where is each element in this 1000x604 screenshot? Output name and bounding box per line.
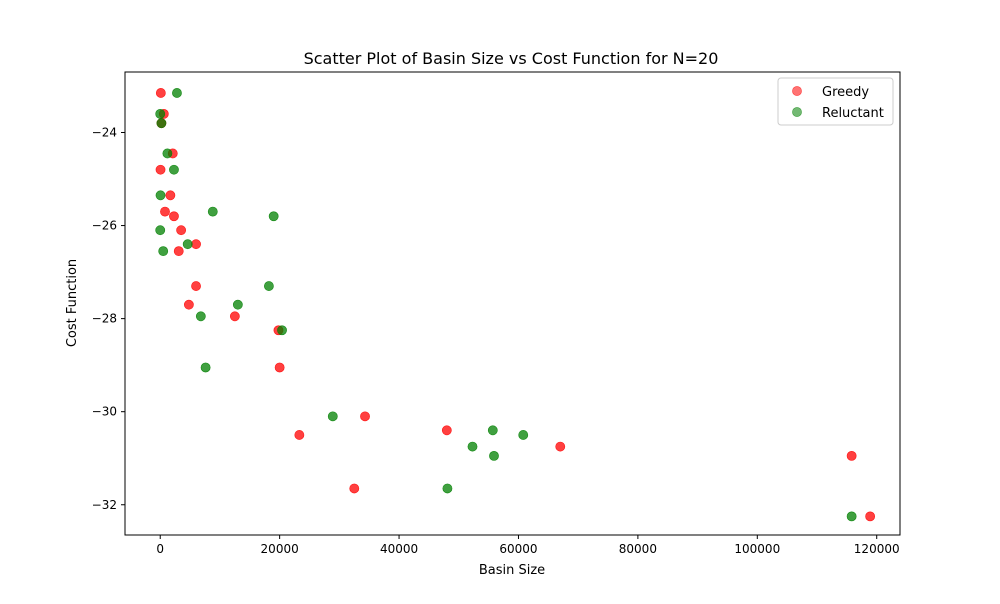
reluctant-point	[169, 164, 179, 175]
x-axis-label: Basin Size	[479, 563, 545, 578]
greedy-point	[183, 299, 194, 310]
legend-marker-greedy	[792, 86, 802, 96]
y-tick-label: −28	[92, 312, 117, 326]
reluctant-point	[155, 108, 166, 119]
legend-label-greedy: Greedy	[822, 85, 869, 100]
y-tick-label: −24	[92, 125, 117, 139]
greedy-point	[846, 450, 857, 461]
y-tick-label: −30	[92, 405, 117, 419]
greedy-point	[349, 483, 360, 494]
x-axis: 0 20000 40000 60000 80000 100000 120000	[156, 535, 900, 556]
reluctant-point	[207, 206, 218, 217]
x-tick-label: 40000	[380, 542, 418, 556]
x-tick-label: 20000	[261, 542, 299, 556]
reluctant-point	[155, 225, 166, 236]
y-tick-label: −26	[92, 219, 117, 233]
legend-box	[777, 77, 894, 126]
reluctant-point	[195, 311, 206, 322]
reluctant-point	[162, 148, 173, 159]
greedy-point	[176, 225, 187, 236]
y-axis-label: Cost Function	[65, 259, 80, 347]
greedy-point	[865, 511, 876, 522]
x-tick-label: 80000	[619, 542, 657, 556]
reluctant-point	[200, 362, 211, 373]
greedy-point	[274, 362, 285, 373]
greedy-point	[165, 190, 176, 201]
greedy-point	[160, 206, 170, 217]
reluctant-point	[487, 425, 498, 436]
greedy-point	[441, 425, 452, 436]
reluctant-point	[172, 88, 182, 98]
legend: Greedy Reluctant	[777, 77, 894, 126]
reluctant-point	[158, 246, 169, 257]
x-tick-label: 60000	[499, 542, 537, 556]
greedy-point	[191, 281, 201, 291]
chart-title: Scatter Plot of Basin Size vs Cost Funct…	[304, 49, 719, 68]
x-tick-label: 100000	[734, 542, 780, 556]
greedy-point	[169, 211, 179, 222]
legend-marker-reluctant	[792, 107, 802, 117]
reluctant-point	[277, 325, 287, 336]
greedy-point	[360, 411, 370, 422]
reluctant-point	[268, 211, 279, 222]
reluctant-point	[263, 281, 274, 291]
x-tick-label: 0	[156, 542, 164, 556]
reluctant-point	[327, 411, 338, 422]
greedy-point	[155, 164, 166, 175]
reluctant-point	[232, 299, 243, 310]
greedy-point	[191, 239, 201, 250]
plot-area	[155, 88, 876, 522]
reluctant-point	[155, 190, 166, 201]
reluctant-point	[467, 441, 478, 452]
greedy-point	[294, 430, 305, 440]
plot-frame	[124, 71, 901, 536]
reluctant-point	[442, 483, 453, 494]
x-tick-label: 120000	[854, 542, 900, 556]
legend-label-reluctant: Reluctant	[822, 106, 884, 121]
reluctant-point	[489, 450, 499, 461]
reluctant-point	[846, 511, 857, 522]
reluctant-point	[156, 118, 167, 129]
y-tick-label: −32	[92, 498, 117, 512]
reluctant-point	[182, 239, 193, 250]
greedy-point	[555, 441, 566, 452]
y-axis: −32 −30 −28 −26 −24	[92, 125, 125, 512]
greedy-point	[155, 88, 166, 98]
reluctant-point	[518, 430, 529, 440]
greedy-point	[173, 246, 184, 257]
greedy-point	[229, 311, 240, 322]
